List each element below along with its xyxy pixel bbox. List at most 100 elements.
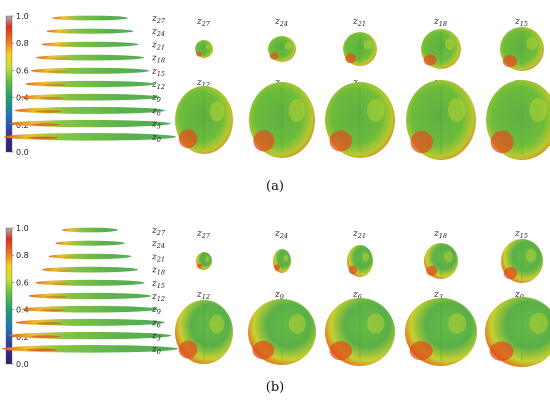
brain-slice-hotspot — [502, 54, 517, 68]
brain-slice-warm-region — [448, 313, 467, 334]
brain-slice-warm-region — [444, 251, 453, 262]
stacked-slice-body — [14, 106, 166, 114]
stacked-slice-hotspot — [38, 97, 65, 100]
brain-slice-warm-region — [362, 252, 370, 262]
stacked-slice-body — [22, 305, 158, 313]
brain-slice-warm-region — [209, 101, 225, 122]
colorbar-tick-label: 0.6 — [16, 278, 29, 287]
brain-slice-hotspot — [423, 54, 437, 66]
stack-z-label: z15 — [151, 279, 165, 290]
brain-slice — [175, 86, 233, 154]
stacked-slice — [4, 133, 176, 141]
brain-slice — [248, 299, 316, 365]
brain-slice-warm-region — [445, 38, 455, 50]
brain-slice-hotspot — [269, 52, 279, 60]
brain-slice-warm-region — [526, 248, 537, 263]
grid-z-label: z9 — [274, 290, 284, 301]
stack-z-label: z6 — [151, 318, 161, 329]
grid-z-label: z15 — [514, 17, 528, 28]
brain-slice-hotspot — [410, 130, 433, 154]
brain-slice-hotspot — [345, 53, 357, 64]
grid-z-label: z0 — [514, 290, 524, 301]
stacked-slice-hotspot — [27, 136, 59, 139]
brain-slice-hotspot — [197, 263, 203, 269]
brain-slice-hotspot — [503, 266, 518, 280]
stacked-slice — [48, 253, 132, 260]
brain-slice — [249, 82, 315, 158]
stacked-slice-body — [46, 28, 134, 34]
brain-slice-hotspot — [329, 341, 352, 361]
grid-z-label: z24 — [274, 17, 288, 28]
brain-slice-hotspot — [409, 341, 433, 361]
stack-z-label: z9 — [151, 305, 161, 316]
stack-z-label: z12 — [151, 80, 165, 91]
brain-slice-hotspot — [178, 129, 198, 149]
stack-z-label: z21 — [151, 252, 165, 263]
grid-z-label: z18 — [433, 17, 447, 28]
stacked-slice-hotspot — [58, 31, 74, 34]
brain-slice — [500, 27, 544, 71]
stacked-slice — [9, 119, 171, 128]
stacked-slice — [20, 93, 160, 101]
brain-slice-warm-region — [367, 99, 385, 122]
stacked-slice — [46, 28, 134, 34]
brain-slice-warm-region — [209, 314, 225, 334]
brain-slice-warm-region — [529, 98, 548, 122]
brain-slice-warm-region — [363, 39, 372, 50]
grid-z-label: z27 — [196, 17, 211, 28]
stacked-slice — [8, 331, 172, 340]
stack-z-label: z6 — [151, 106, 161, 117]
colorbar-tick-label: 1.0 — [16, 224, 29, 233]
stacked-slice — [15, 318, 165, 326]
panel-caption: (b) — [266, 380, 284, 395]
brain-slice — [196, 252, 212, 270]
stacked-slice — [28, 292, 152, 300]
stacked-slice-body — [55, 240, 125, 246]
stacked-slice-hotspot — [54, 44, 72, 47]
stacked-slice-body — [20, 93, 160, 101]
grid-z-label: z12 — [196, 78, 210, 89]
brain-slice-warm-region — [288, 99, 306, 122]
brain-slice-warm-region — [448, 98, 466, 122]
stack-z-label: z0 — [151, 133, 161, 144]
stacked-slice-body — [36, 54, 144, 61]
stacked-slice-body — [9, 119, 171, 128]
stacked-slice-body — [15, 318, 165, 326]
stacked-slice-body — [42, 266, 138, 273]
stacked-slice — [2, 345, 178, 353]
stacked-slice — [14, 106, 166, 114]
brain-slice — [406, 80, 476, 160]
brain-slice — [268, 36, 296, 62]
stack-z-label: z15 — [151, 67, 165, 78]
stacked-slice — [35, 279, 145, 286]
stack-z-label: z24 — [151, 27, 165, 38]
grid-z-label: z21 — [352, 17, 366, 28]
brain-slice-warm-region — [288, 313, 306, 334]
brain-slice — [347, 245, 373, 277]
stack-z-label: z27 — [151, 226, 166, 237]
brain-slice — [421, 29, 461, 69]
brain-slice-hotspot — [348, 265, 358, 275]
brain-slice-hotspot — [489, 341, 514, 362]
stacked-slice-body — [62, 227, 118, 233]
grid-z-label: z18 — [433, 229, 447, 240]
stack-z-label: z0 — [151, 345, 161, 356]
brain-slice-warm-region — [283, 254, 289, 262]
colorbar-tick-label: 0.8 — [16, 251, 29, 260]
stacked-slice-hotspot — [35, 110, 63, 113]
brain-slice — [343, 32, 377, 66]
stacked-slice-hotspot — [31, 123, 61, 126]
brain-slice-hotspot — [253, 130, 275, 152]
brain-slice — [485, 297, 550, 367]
stacked-slice-body — [30, 67, 150, 74]
brain-slice — [486, 80, 550, 160]
grid-z-label: z15 — [514, 229, 528, 240]
colorbar-tick-label: 0.4 — [16, 306, 29, 315]
stacked-slice-hotspot — [25, 348, 58, 351]
stacked-slice-body — [25, 80, 155, 88]
brain-slice-warm-region — [205, 44, 211, 50]
stacked-slice — [22, 305, 158, 313]
colorbar-tick-label: 0.0 — [16, 148, 29, 157]
brain-slice-warm-region — [367, 313, 385, 334]
